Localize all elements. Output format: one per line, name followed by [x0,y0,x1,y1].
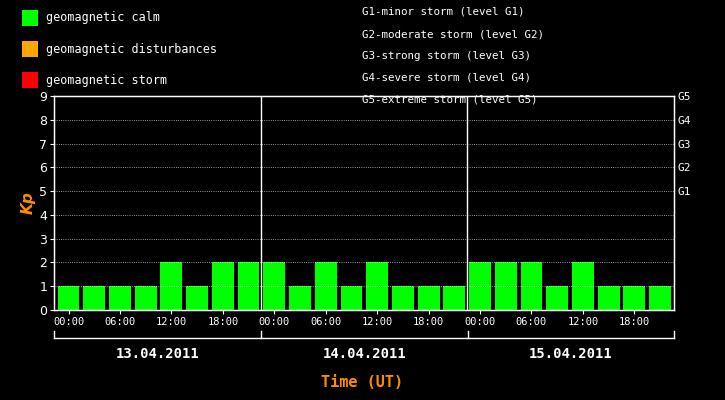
Bar [649,286,671,310]
Bar [83,286,105,310]
Text: Time (UT): Time (UT) [321,375,404,390]
Text: G2-moderate storm (level G2): G2-moderate storm (level G2) [362,29,544,39]
Bar [160,262,182,310]
Bar [57,286,80,310]
Bar [495,262,517,310]
Bar [289,286,311,310]
Bar [315,262,336,310]
Bar [238,262,260,310]
Bar [109,286,131,310]
Bar [212,262,233,310]
Bar [547,286,568,310]
Bar [418,286,439,310]
Bar [597,286,620,310]
Text: G5-extreme storm (level G5): G5-extreme storm (level G5) [362,95,538,105]
Text: 14.04.2011: 14.04.2011 [323,347,406,361]
Bar [624,286,645,310]
Bar [263,262,285,310]
Text: 13.04.2011: 13.04.2011 [116,347,199,361]
Y-axis label: Kp: Kp [20,192,36,214]
Text: geomagnetic calm: geomagnetic calm [46,12,160,24]
Bar [469,262,491,310]
Text: geomagnetic storm: geomagnetic storm [46,74,167,87]
Bar [572,262,594,310]
Bar [341,286,362,310]
Text: G4-severe storm (level G4): G4-severe storm (level G4) [362,73,531,83]
Bar [521,262,542,310]
Bar [392,286,414,310]
Text: 15.04.2011: 15.04.2011 [529,347,613,361]
Text: G1-minor storm (level G1): G1-minor storm (level G1) [362,7,525,17]
Bar [135,286,157,310]
Bar [186,286,208,310]
Bar [444,286,465,310]
Text: geomagnetic disturbances: geomagnetic disturbances [46,43,218,56]
Text: G3-strong storm (level G3): G3-strong storm (level G3) [362,51,531,61]
Bar [366,262,388,310]
